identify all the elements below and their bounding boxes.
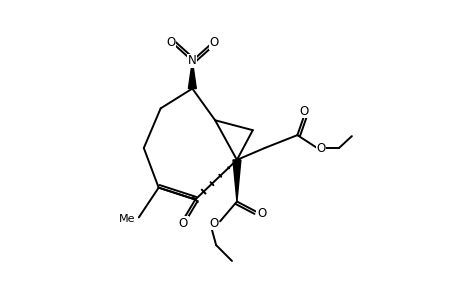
Polygon shape [232,160,241,202]
Text: O: O [316,142,325,154]
Text: O: O [166,37,175,50]
Text: O: O [257,207,266,220]
Text: O: O [299,105,308,118]
Text: O: O [179,217,188,230]
Text: O: O [209,217,218,230]
Text: Me: Me [118,214,134,224]
Polygon shape [188,61,196,88]
Text: O: O [209,37,218,50]
Text: N: N [188,54,196,67]
